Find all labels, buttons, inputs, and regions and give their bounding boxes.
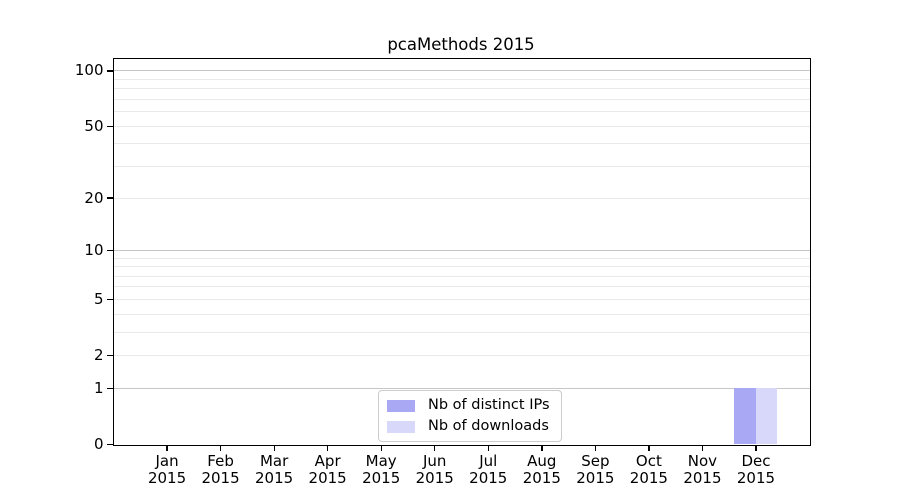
y-tick-mark-5 bbox=[106, 298, 114, 301]
y-tick-label-1: 1 bbox=[93, 378, 104, 397]
gridline-minor-50 bbox=[113, 125, 810, 127]
y-tick-label-2: 2 bbox=[93, 346, 104, 365]
legend-item-distinct-ips: Nb of distinct IPs bbox=[387, 396, 550, 415]
x-tick-label-jun: Jun 2015 bbox=[415, 451, 454, 487]
x-tick-label-oct: Oct 2015 bbox=[629, 451, 668, 487]
y-tick-mark-100 bbox=[106, 70, 114, 72]
y-tick-label-20: 20 bbox=[84, 188, 104, 207]
y-tick-mark-0 bbox=[106, 443, 114, 446]
x-tick-label-may: May 2015 bbox=[362, 451, 401, 487]
legend-label-distinct-ips: Nb of distinct IPs bbox=[428, 397, 550, 413]
bar-nb-of-downloads-dec-2015 bbox=[755, 388, 778, 445]
gridline-minor-30 bbox=[113, 166, 810, 168]
x-tick-mark-may bbox=[380, 444, 382, 451]
gridline-minor-3 bbox=[113, 331, 810, 333]
y-tick-mark-1 bbox=[106, 387, 114, 390]
bar-nb-of-distinct-ips-dec-2015 bbox=[734, 388, 756, 445]
y-tick-label-0: 0 bbox=[93, 435, 104, 453]
legend-item-downloads: Nb of downloads bbox=[387, 417, 550, 436]
gridline-minor-60 bbox=[113, 111, 810, 113]
y-tick-label-10: 10 bbox=[84, 240, 104, 259]
legend-label-downloads: Nb of downloads bbox=[428, 418, 549, 434]
y-tick-mark-50 bbox=[106, 125, 114, 127]
gridline-major-100 bbox=[113, 70, 810, 72]
gridline-minor-8 bbox=[113, 266, 810, 268]
x-tick-label-nov: Nov 2015 bbox=[683, 451, 722, 487]
x-tick-label-sep: Sep 2015 bbox=[576, 451, 615, 487]
gridline-minor-40 bbox=[113, 143, 810, 145]
x-tick-label-jan: Jan 2015 bbox=[147, 451, 187, 487]
gridline-major-1 bbox=[113, 387, 810, 389]
x-tick-label-apr: Apr 2015 bbox=[308, 451, 347, 487]
x-tick-mark-mar bbox=[273, 444, 275, 451]
y-tick-label-50: 50 bbox=[84, 116, 104, 135]
gridline-minor-9 bbox=[113, 257, 810, 259]
x-tick-mark-jan bbox=[166, 444, 168, 451]
gridline-minor-2 bbox=[113, 355, 810, 357]
legend: Nb of distinct IPs Nb of downloads bbox=[378, 390, 562, 442]
gridline-minor-80 bbox=[113, 88, 810, 90]
x-tick-label-aug: Aug 2015 bbox=[522, 451, 561, 487]
y-tick-mark-2 bbox=[106, 354, 114, 357]
x-tick-mark-oct bbox=[648, 444, 650, 451]
chart-title: pcaMethods 2015 bbox=[387, 35, 535, 54]
gridline-major-10 bbox=[113, 249, 810, 251]
gridline-minor-6 bbox=[113, 286, 810, 288]
gridline-minor-90 bbox=[113, 78, 810, 80]
x-tick-label-feb: Feb 2015 bbox=[201, 451, 240, 487]
y-tick-mark-10 bbox=[106, 249, 114, 252]
x-tick-label-dec: Dec 2015 bbox=[736, 451, 776, 487]
y-tick-label-100: 100 bbox=[74, 61, 104, 80]
gridline-minor-70 bbox=[113, 98, 810, 100]
legend-swatch-downloads bbox=[387, 420, 415, 433]
x-tick-label-jul: Jul 2015 bbox=[469, 451, 508, 487]
gridline-minor-20 bbox=[113, 197, 810, 199]
x-tick-mark-jun bbox=[434, 444, 436, 451]
x-tick-mark-apr bbox=[327, 444, 329, 451]
x-tick-mark-aug bbox=[541, 444, 543, 451]
x-tick-mark-nov bbox=[701, 444, 704, 451]
gridline-minor-7 bbox=[113, 275, 810, 277]
y-tick-label-5: 5 bbox=[93, 289, 104, 308]
x-tick-mark-feb bbox=[219, 444, 222, 451]
x-tick-mark-dec bbox=[755, 444, 757, 451]
y-tick-mark-20 bbox=[106, 197, 114, 199]
x-tick-mark-sep bbox=[594, 444, 597, 451]
x-tick-mark-jul bbox=[487, 444, 489, 451]
gridline-minor-4 bbox=[113, 313, 810, 315]
gridline-minor-5 bbox=[113, 298, 810, 300]
legend-swatch-distinct-ips bbox=[387, 399, 415, 412]
x-tick-label-mar: Mar 2015 bbox=[255, 451, 294, 487]
